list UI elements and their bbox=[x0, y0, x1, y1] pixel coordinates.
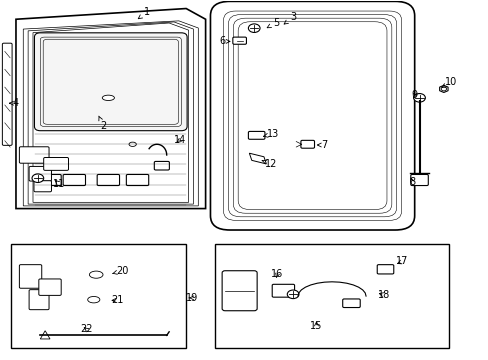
FancyBboxPatch shape bbox=[342, 299, 360, 307]
FancyBboxPatch shape bbox=[39, 175, 61, 185]
FancyBboxPatch shape bbox=[248, 131, 264, 139]
Text: 5: 5 bbox=[266, 18, 279, 28]
Text: 1: 1 bbox=[138, 7, 150, 19]
FancyBboxPatch shape bbox=[126, 175, 148, 185]
FancyBboxPatch shape bbox=[20, 265, 41, 288]
Ellipse shape bbox=[89, 271, 103, 278]
Circle shape bbox=[32, 174, 43, 183]
Ellipse shape bbox=[102, 95, 114, 100]
Text: 18: 18 bbox=[378, 290, 390, 300]
Text: 14: 14 bbox=[174, 135, 186, 145]
FancyBboxPatch shape bbox=[39, 279, 61, 296]
FancyBboxPatch shape bbox=[210, 1, 414, 230]
Text: 13: 13 bbox=[263, 129, 278, 139]
Text: 6: 6 bbox=[219, 36, 229, 46]
Text: 15: 15 bbox=[310, 321, 322, 332]
Text: 19: 19 bbox=[185, 293, 198, 303]
FancyBboxPatch shape bbox=[29, 166, 51, 181]
Text: 21: 21 bbox=[111, 296, 123, 305]
Text: 9: 9 bbox=[411, 90, 417, 100]
FancyBboxPatch shape bbox=[97, 175, 119, 185]
Ellipse shape bbox=[129, 142, 136, 147]
Text: 11: 11 bbox=[53, 179, 65, 189]
Text: 20: 20 bbox=[113, 266, 128, 276]
Circle shape bbox=[287, 290, 298, 298]
Ellipse shape bbox=[87, 296, 100, 303]
Text: 22: 22 bbox=[80, 324, 93, 334]
Text: 3: 3 bbox=[284, 13, 296, 24]
FancyBboxPatch shape bbox=[272, 284, 294, 297]
FancyBboxPatch shape bbox=[34, 33, 187, 131]
Bar bbox=[215, 244, 448, 348]
FancyBboxPatch shape bbox=[63, 175, 85, 185]
FancyBboxPatch shape bbox=[154, 161, 169, 170]
FancyBboxPatch shape bbox=[232, 37, 246, 44]
FancyBboxPatch shape bbox=[43, 157, 68, 170]
FancyBboxPatch shape bbox=[2, 43, 12, 145]
Circle shape bbox=[248, 24, 260, 32]
Circle shape bbox=[440, 87, 446, 91]
Text: 17: 17 bbox=[396, 256, 408, 266]
Text: 16: 16 bbox=[271, 269, 283, 279]
Text: 8: 8 bbox=[408, 177, 414, 187]
Bar bbox=[11, 244, 186, 348]
Circle shape bbox=[413, 94, 425, 102]
FancyBboxPatch shape bbox=[410, 175, 427, 185]
Text: 10: 10 bbox=[441, 77, 456, 87]
FancyBboxPatch shape bbox=[376, 265, 393, 274]
FancyBboxPatch shape bbox=[20, 147, 49, 163]
FancyBboxPatch shape bbox=[300, 140, 314, 148]
Text: 7: 7 bbox=[317, 140, 327, 150]
Text: 2: 2 bbox=[99, 116, 106, 131]
FancyBboxPatch shape bbox=[222, 271, 257, 311]
Text: 4: 4 bbox=[10, 98, 19, 108]
FancyBboxPatch shape bbox=[29, 290, 49, 310]
Text: 12: 12 bbox=[262, 159, 277, 169]
FancyBboxPatch shape bbox=[34, 181, 51, 192]
